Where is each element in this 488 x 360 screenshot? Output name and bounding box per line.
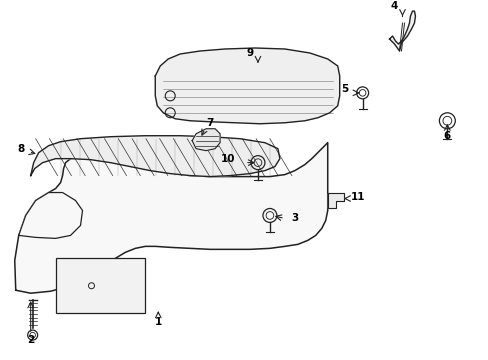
Polygon shape	[19, 193, 82, 238]
Bar	[56, 258, 145, 313]
Polygon shape	[15, 143, 327, 293]
Text: 11: 11	[350, 192, 364, 202]
Text: 10: 10	[221, 154, 235, 164]
Polygon shape	[31, 136, 279, 177]
Polygon shape	[389, 11, 415, 51]
Text: 9: 9	[246, 48, 253, 58]
Text: 6: 6	[443, 131, 450, 141]
Polygon shape	[155, 48, 339, 124]
Text: 3: 3	[291, 213, 298, 224]
Text: 1: 1	[154, 317, 162, 327]
Text: 8: 8	[17, 144, 24, 154]
Text: 4: 4	[390, 1, 397, 11]
Text: 5: 5	[340, 84, 347, 94]
Text: 7: 7	[206, 118, 213, 128]
Polygon shape	[327, 193, 343, 208]
Text: 2: 2	[27, 335, 34, 345]
Polygon shape	[192, 129, 220, 151]
